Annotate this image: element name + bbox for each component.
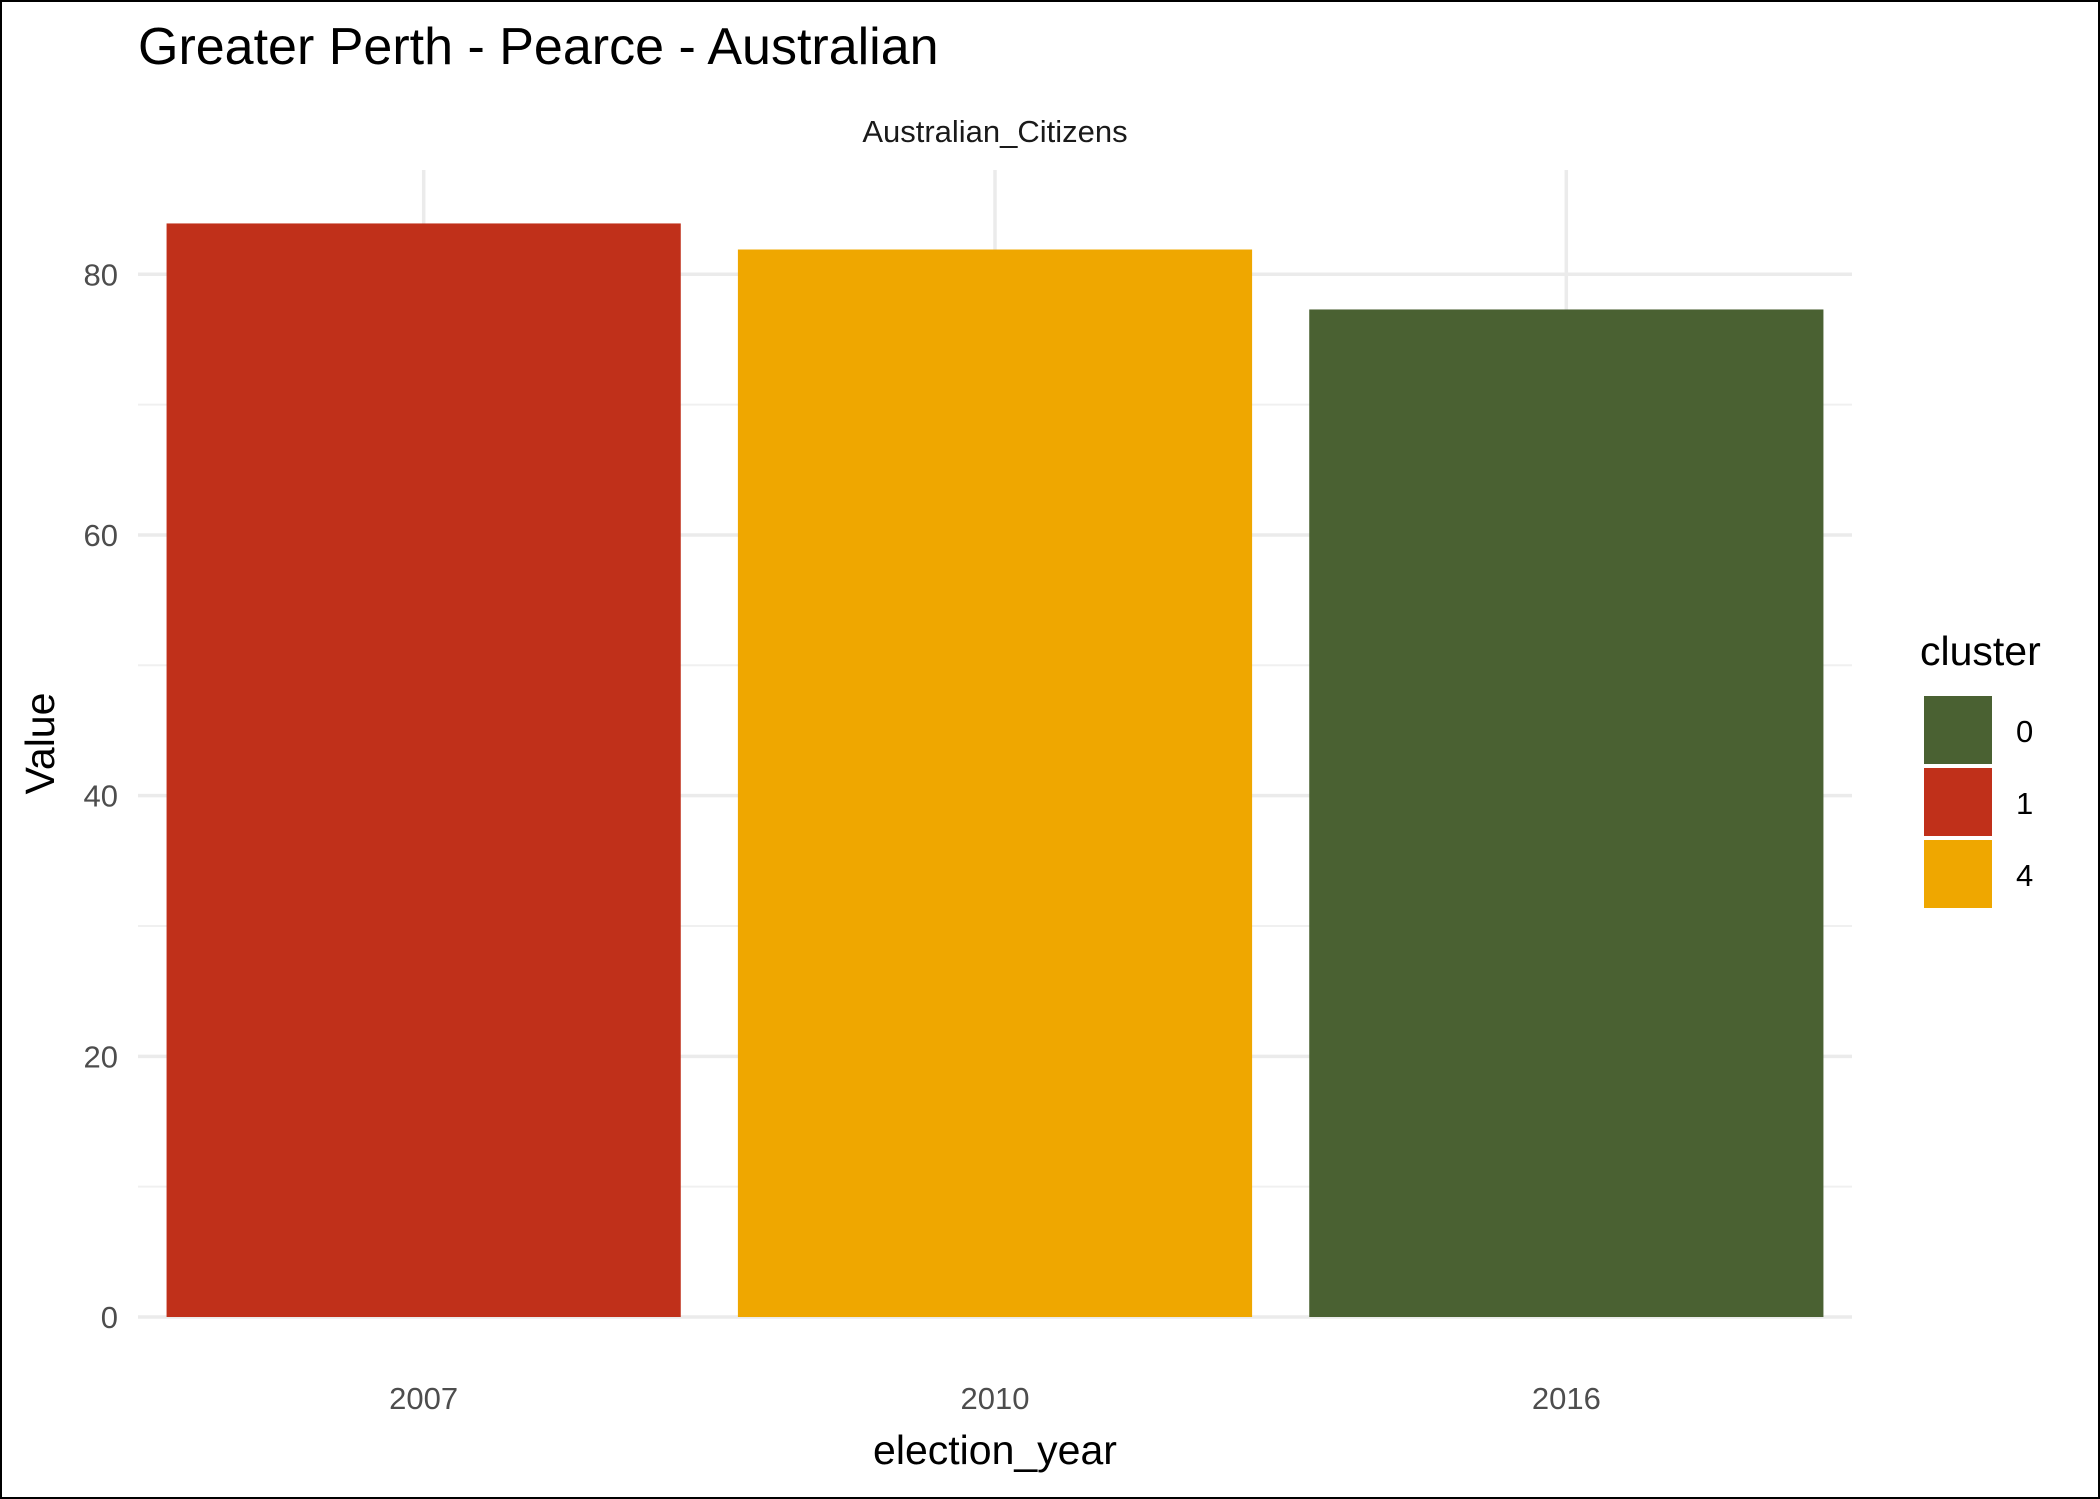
legend-swatch-1 — [1924, 768, 1992, 836]
x-tick-label: 2016 — [1532, 1381, 1601, 1416]
x-tick-label: 2007 — [389, 1381, 458, 1416]
legend-label: 1 — [2016, 786, 2033, 821]
x-axis-title: election_year — [873, 1427, 1117, 1473]
chart-title: Greater Perth - Pearce - Australian — [138, 18, 939, 76]
x-axis-ticks: 2007 2010 2016 — [389, 1381, 1601, 1416]
legend-label: 0 — [2016, 714, 2033, 749]
bar-2007 — [166, 223, 681, 1317]
y-axis-ticks: 0 20 40 60 80 — [84, 257, 118, 1335]
bar-2010 — [737, 249, 1253, 1318]
legend-swatch-4 — [1924, 840, 1992, 908]
bar-2016 — [1309, 309, 1824, 1317]
legend-swatch-0 — [1924, 696, 1992, 764]
y-tick-label: 0 — [101, 1300, 118, 1335]
y-tick-label: 60 — [84, 518, 118, 553]
legend-label: 4 — [2016, 858, 2033, 893]
x-tick-label: 2010 — [961, 1381, 1030, 1416]
y-tick-label: 80 — [84, 257, 118, 292]
legend-title: cluster — [1920, 628, 2041, 674]
bars — [166, 223, 1824, 1318]
facet-label: Australian_Citizens — [862, 114, 1127, 149]
y-axis-title: Value — [17, 693, 63, 795]
legend: cluster 0 1 4 — [1920, 628, 2041, 908]
y-tick-label: 20 — [84, 1039, 118, 1074]
y-tick-label: 40 — [84, 779, 118, 814]
